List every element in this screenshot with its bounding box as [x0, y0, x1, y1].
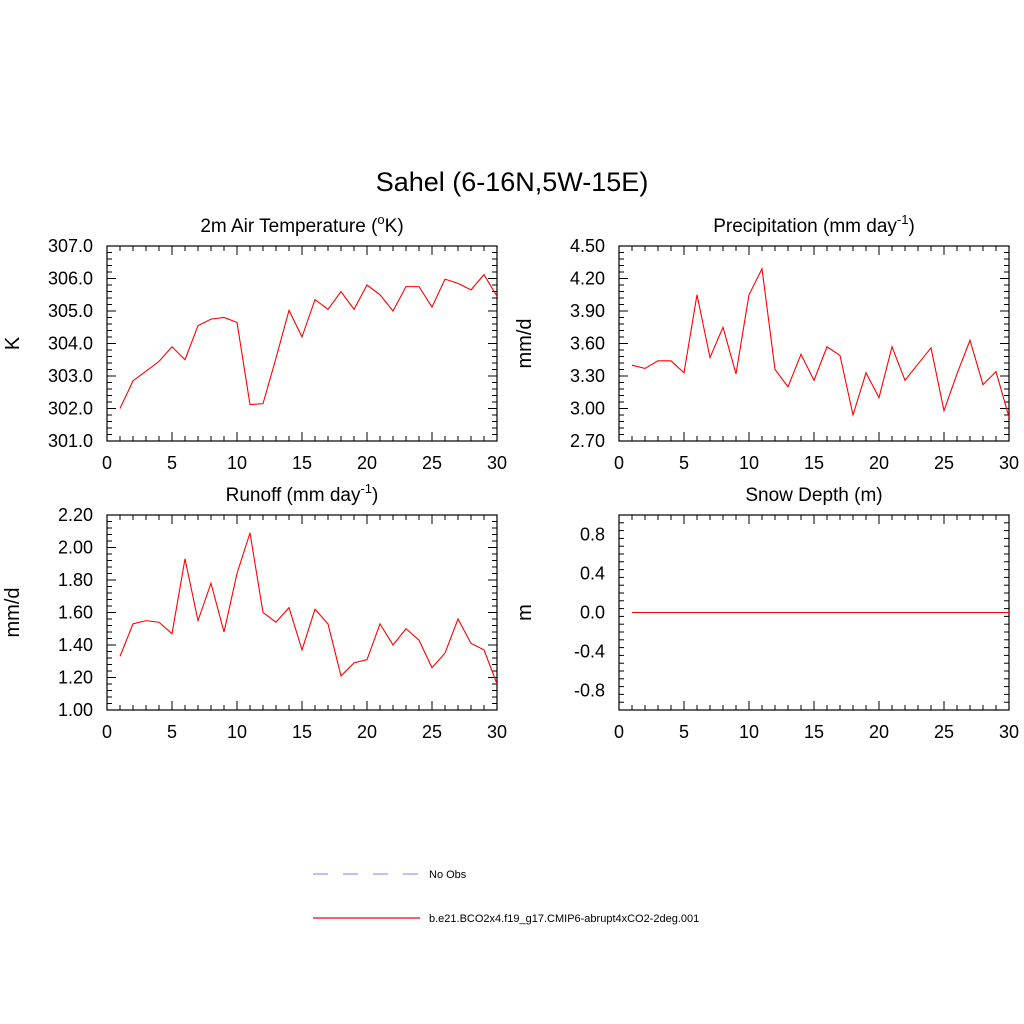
y-tick-label: 2.70 — [570, 431, 605, 451]
x-tick-label: 5 — [679, 453, 689, 473]
y-tick-label: 305.0 — [48, 301, 93, 321]
y-axis-label: m — [514, 604, 536, 621]
panel-title-text: Snow Depth (m) — [745, 485, 882, 506]
plot-frame — [106, 514, 498, 711]
y-tick-label: 306.0 — [48, 269, 93, 289]
y-axis-label: mm/d — [514, 319, 536, 369]
x-tick-label: 0 — [614, 453, 624, 473]
y-axis-label: K — [2, 336, 24, 350]
panel-title: Snow Depth (m) — [745, 485, 882, 506]
panel-title-text: Precipitation (mm day — [713, 216, 897, 237]
y-tick-label: 1.40 — [58, 635, 93, 655]
x-tick-label: 20 — [869, 453, 889, 473]
y-tick-label: -0.8 — [574, 681, 605, 701]
x-tick-label: 10 — [739, 453, 759, 473]
x-tick-label: 25 — [422, 453, 442, 473]
y-tick-label: 1.20 — [58, 668, 93, 688]
x-tick-label: 0 — [102, 453, 112, 473]
panel-1: 0 5 10 15 20 25 30 2.70 3.00 3.30 3.60 3.90 4.20 4.50… — [514, 212, 1019, 473]
y-tick-label: 0.4 — [580, 564, 605, 584]
x-tick-label: 15 — [804, 722, 824, 742]
x-tick-label: 5 — [167, 722, 177, 742]
panel-title-superscript: o — [377, 212, 384, 227]
panel-title: 2m Air Temperature (oK) — [200, 212, 403, 237]
y-tick-label: 1.00 — [58, 700, 93, 720]
panel-2: 0 5 10 15 20 25 30 1.00 1.20 1.40 1.60 1.80 2.00 2.20… — [2, 481, 507, 742]
x-tick-label: 25 — [422, 722, 442, 742]
x-tick-label: 0 — [102, 722, 112, 742]
legend-label-case: b.e21.BCO2x4.f19_g17.CMIP6-abrupt4xCO2-2… — [429, 913, 699, 925]
x-tick-label: 25 — [934, 722, 954, 742]
x-tick-label: 20 — [357, 453, 377, 473]
y-tick-label: 3.90 — [570, 301, 605, 321]
x-tick-label: 15 — [292, 453, 312, 473]
x-tick-label: 5 — [167, 453, 177, 473]
figure-title: Sahel (6-16N,5W-15E) — [376, 167, 649, 197]
y-axis-label: mm/d — [2, 588, 24, 638]
y-tick-label: 2.00 — [58, 538, 93, 558]
panel-title: Precipitation (mm day-1) — [713, 212, 915, 237]
series-line — [119, 532, 498, 685]
y-tick-label: 4.20 — [570, 269, 605, 289]
y-tick-label: 3.30 — [570, 366, 605, 386]
panel-title-text: Runoff (mm day — [226, 485, 361, 506]
series-line — [119, 273, 498, 409]
y-tick-label: 1.60 — [58, 603, 93, 623]
y-tick-label: 3.00 — [570, 399, 605, 419]
panel-title-suffix: K) — [385, 216, 404, 237]
panel-title-suffix: ) — [372, 485, 378, 506]
x-tick-label: 20 — [869, 722, 889, 742]
x-tick-label: 30 — [487, 453, 507, 473]
panel-0: 0 5 10 15 20 25 30 301.0 302.0 303.0 304.0 305.0 306… — [2, 212, 507, 473]
x-tick-label: 10 — [227, 722, 247, 742]
y-tick-label: 1.80 — [58, 570, 93, 590]
panel-title: Runoff (mm day-1) — [226, 481, 379, 506]
y-tick-label: 4.50 — [570, 236, 605, 256]
panel-title-superscript: -1 — [360, 481, 372, 496]
x-tick-label: 5 — [679, 722, 689, 742]
x-tick-label: 30 — [999, 453, 1019, 473]
x-tick-label: 0 — [614, 722, 624, 742]
panels: 0 5 10 15 20 25 30 301.0 302.0 303.0 304.0 305.0 306… — [2, 212, 1019, 742]
x-tick-label: 10 — [227, 453, 247, 473]
legend: No Obs b.e21.BCO2x4.f19_g17.CMIP6-abrupt… — [313, 869, 699, 925]
y-tick-label: 0.0 — [580, 603, 605, 623]
x-tick-label: 30 — [487, 722, 507, 742]
series-line — [631, 266, 1010, 418]
plot-frame — [106, 245, 498, 442]
y-tick-label: 304.0 — [48, 334, 93, 354]
y-tick-label: 307.0 — [48, 236, 93, 256]
legend-label-no-obs: No Obs — [429, 869, 467, 881]
y-tick-label: 302.0 — [48, 399, 93, 419]
panel-title-superscript: -1 — [897, 212, 909, 227]
x-tick-label: 30 — [999, 722, 1019, 742]
x-tick-label: 10 — [739, 722, 759, 742]
x-tick-label: 15 — [804, 453, 824, 473]
plot-frame — [618, 245, 1010, 442]
x-tick-label: 15 — [292, 722, 312, 742]
panel-title-text: 2m Air Temperature ( — [200, 216, 378, 237]
y-tick-label: 0.8 — [580, 525, 605, 545]
y-tick-label: 2.20 — [58, 505, 93, 525]
panel-title-suffix: ) — [908, 216, 914, 237]
y-tick-label: -0.4 — [574, 642, 605, 662]
x-tick-label: 20 — [357, 722, 377, 742]
y-tick-label: 3.60 — [570, 334, 605, 354]
y-tick-label: 303.0 — [48, 366, 93, 386]
panel-3: 0 5 10 15 20 25 30 -0.8 -0.4 0.0 0.4 0.8 m Snow Depth… — [514, 485, 1019, 742]
x-tick-label: 25 — [934, 453, 954, 473]
y-tick-label: 301.0 — [48, 431, 93, 451]
